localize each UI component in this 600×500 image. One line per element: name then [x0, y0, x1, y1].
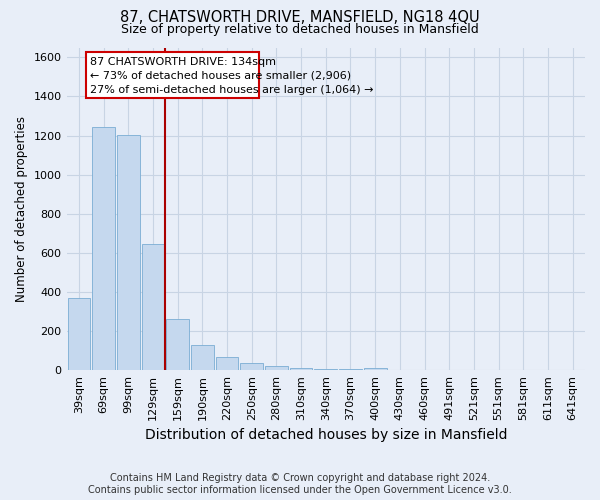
- Text: Size of property relative to detached houses in Mansfield: Size of property relative to detached ho…: [121, 22, 479, 36]
- Bar: [241, 363, 263, 370]
- Bar: [191, 345, 214, 370]
- Y-axis label: Number of detached properties: Number of detached properties: [15, 116, 28, 302]
- Text: 87 CHATSWORTH DRIVE: 134sqm: 87 CHATSWORTH DRIVE: 134sqm: [90, 58, 276, 68]
- Text: ← 73% of detached houses are smaller (2,906): ← 73% of detached houses are smaller (2,…: [90, 70, 351, 81]
- Text: 27% of semi-detached houses are larger (1,064) →: 27% of semi-detached houses are larger (…: [90, 84, 373, 94]
- Bar: [86, 52, 259, 98]
- Bar: [166, 320, 189, 370]
- Text: Contains HM Land Registry data © Crown copyright and database right 2024.
Contai: Contains HM Land Registry data © Crown c…: [88, 474, 512, 495]
- Bar: [314, 368, 337, 370]
- Bar: [364, 368, 386, 370]
- Text: 87, CHATSWORTH DRIVE, MANSFIELD, NG18 4QU: 87, CHATSWORTH DRIVE, MANSFIELD, NG18 4Q…: [120, 10, 480, 25]
- X-axis label: Distribution of detached houses by size in Mansfield: Distribution of detached houses by size …: [145, 428, 507, 442]
- Bar: [265, 366, 288, 370]
- Bar: [117, 134, 140, 370]
- Bar: [92, 126, 115, 370]
- Bar: [68, 298, 90, 370]
- Bar: [215, 356, 238, 370]
- Bar: [142, 244, 164, 370]
- Bar: [290, 368, 313, 370]
